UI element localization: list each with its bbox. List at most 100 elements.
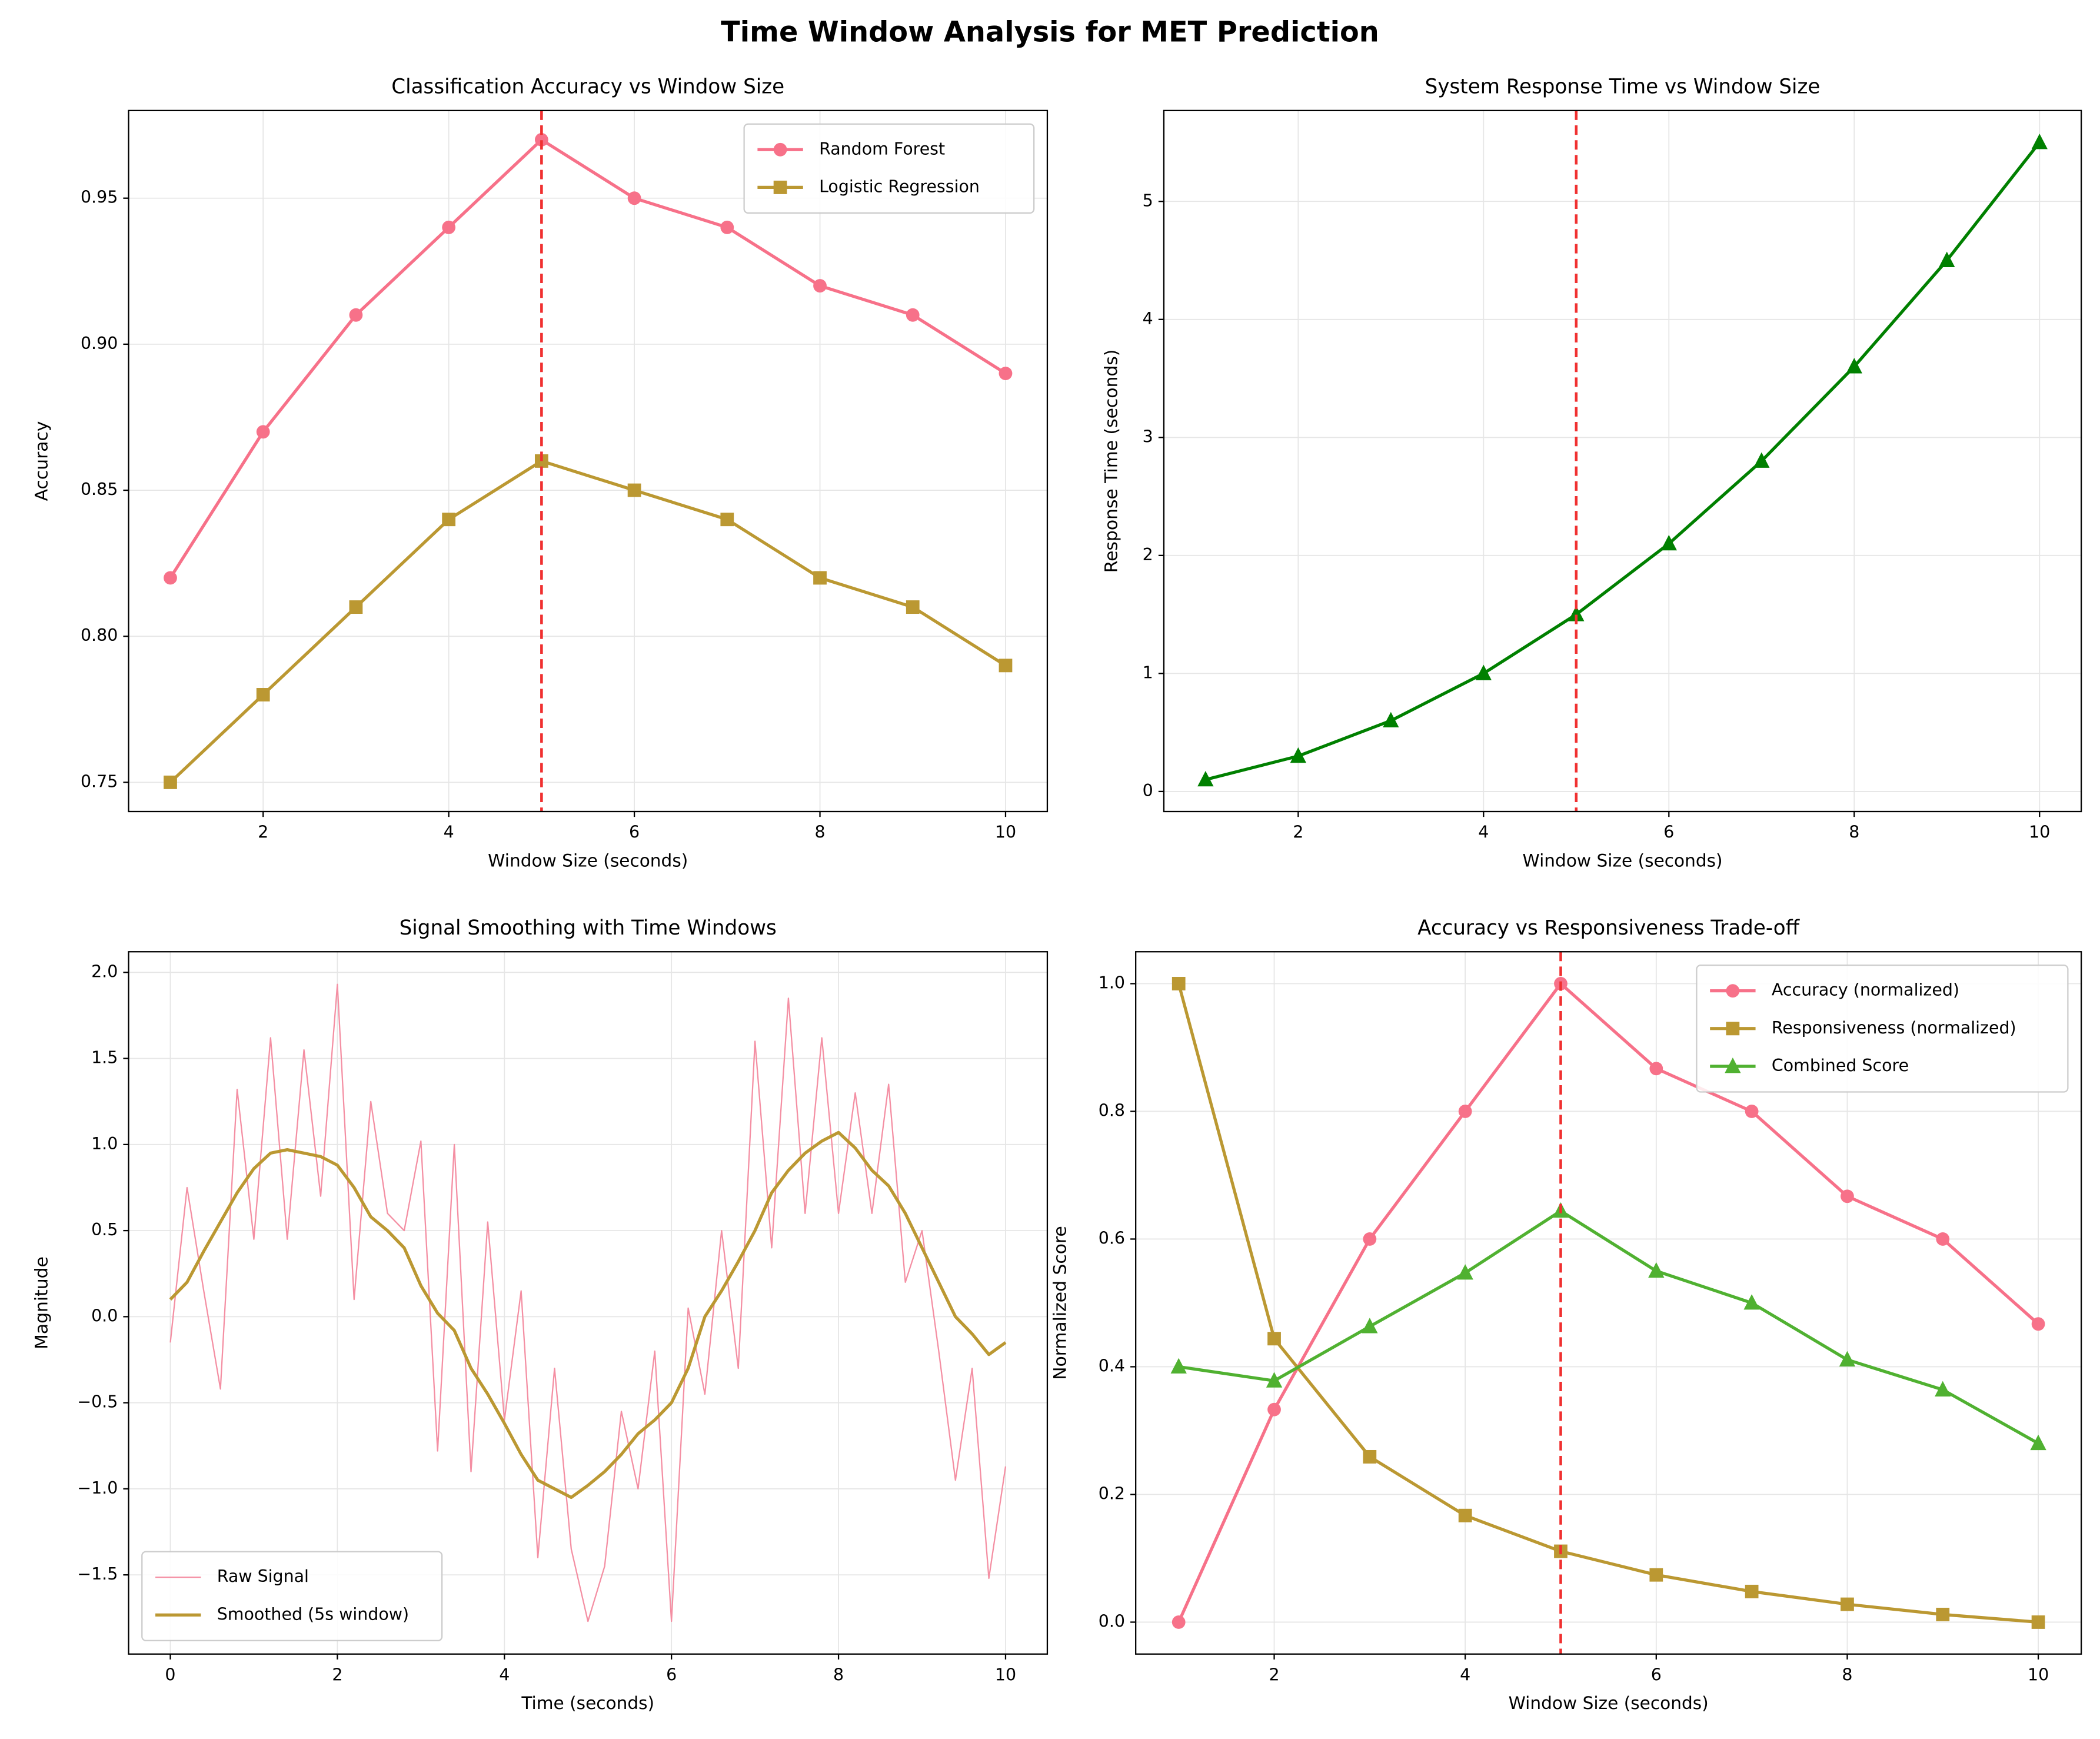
y-axis-label: Magnitude xyxy=(31,1256,51,1349)
marker xyxy=(2031,1615,2045,1629)
marker xyxy=(1936,1232,1950,1246)
marker xyxy=(813,279,827,293)
marker xyxy=(2031,134,2048,149)
marker xyxy=(1290,747,1306,763)
x-tick-label: 2 xyxy=(1293,823,1303,842)
marker xyxy=(1745,1584,1759,1598)
chart-title: Signal Smoothing with Time Windows xyxy=(400,916,777,940)
chart-title: System Response Time vs Window Size xyxy=(1425,75,1821,98)
x-tick-label: 6 xyxy=(1663,823,1674,842)
marker xyxy=(2031,1317,2045,1331)
series-line xyxy=(1178,1209,2039,1445)
y-tick-label: 3 xyxy=(1143,427,1153,446)
marker xyxy=(1172,1615,1186,1629)
legend-label: Raw Signal xyxy=(217,1567,309,1586)
marker xyxy=(2030,1434,2046,1451)
marker xyxy=(1197,770,1214,787)
marker xyxy=(1939,251,1955,267)
x-tick-label: 2 xyxy=(1269,1665,1279,1684)
axes-frame xyxy=(128,951,1049,1655)
x-tick-label: 4 xyxy=(444,823,454,842)
marker xyxy=(1266,1372,1283,1388)
figure-title: Time Window Analysis for MET Prediction xyxy=(721,15,1379,48)
y-tick-label: 0.90 xyxy=(81,334,118,353)
marker xyxy=(1745,1105,1759,1118)
marker xyxy=(1841,1189,1854,1203)
marker xyxy=(999,659,1013,673)
marker xyxy=(349,600,363,614)
marker xyxy=(1383,711,1399,728)
x-tick-label: 4 xyxy=(1478,823,1489,842)
legend-box xyxy=(743,123,1035,214)
x-tick-label: 10 xyxy=(995,1665,1016,1684)
marker xyxy=(1267,1332,1281,1346)
y-tick-label: 0.85 xyxy=(81,480,118,499)
marker xyxy=(1846,358,1862,374)
series-line xyxy=(169,138,1007,579)
series-line xyxy=(169,983,1007,1622)
marker xyxy=(906,600,920,614)
marker xyxy=(442,220,456,234)
marker xyxy=(1475,664,1492,680)
marker xyxy=(1648,1262,1665,1278)
axes-frame xyxy=(128,109,1049,813)
x-tick-label: 10 xyxy=(995,823,1016,842)
legend-marker xyxy=(1725,1058,1741,1073)
marker xyxy=(1743,1294,1760,1310)
x-tick-label: 8 xyxy=(1842,1665,1852,1684)
marker xyxy=(1660,534,1677,551)
y-tick-label: 0 xyxy=(1143,781,1153,800)
y-axis-label: Response Time (seconds) xyxy=(1101,350,1121,573)
legend-label: Accuracy (normalized) xyxy=(1772,980,1959,1000)
marker xyxy=(720,220,734,234)
x-tick-label: 6 xyxy=(1651,1665,1662,1684)
x-tick-label: 4 xyxy=(1460,1665,1470,1684)
marker xyxy=(1753,452,1770,468)
legend-marker xyxy=(773,142,787,157)
marker xyxy=(534,133,548,147)
y-tick-label: 1 xyxy=(1143,663,1153,682)
marker xyxy=(164,775,177,789)
y-tick-label: −0.5 xyxy=(77,1392,118,1412)
y-tick-label: 1.5 xyxy=(91,1048,118,1068)
legend-marker xyxy=(1726,984,1740,998)
y-tick-label: 0.2 xyxy=(1099,1484,1125,1503)
marker xyxy=(349,308,363,322)
marker xyxy=(1568,606,1585,621)
y-tick-label: 0.0 xyxy=(91,1306,118,1325)
y-tick-label: 1.0 xyxy=(91,1134,118,1153)
y-tick-label: 2 xyxy=(1143,545,1153,564)
axes-frame xyxy=(1163,109,2082,813)
series-line xyxy=(1177,982,2039,1623)
x-tick-label: 8 xyxy=(1849,823,1859,842)
x-tick-label: 10 xyxy=(2028,1665,2049,1684)
marker xyxy=(720,513,734,527)
x-tick-label: 2 xyxy=(332,1665,342,1684)
marker xyxy=(1841,1597,1854,1611)
x-tick-label: 2 xyxy=(258,823,268,842)
marker xyxy=(1170,1358,1187,1374)
marker xyxy=(1172,977,1186,990)
marker xyxy=(1936,1607,1950,1621)
y-tick-label: 0.80 xyxy=(81,626,118,645)
marker xyxy=(627,483,641,497)
marker xyxy=(164,571,177,585)
marker xyxy=(1457,1264,1473,1280)
y-tick-label: 0.95 xyxy=(81,188,118,207)
x-tick-label: 0 xyxy=(165,1665,175,1684)
marker xyxy=(1362,1318,1378,1334)
marker xyxy=(999,367,1013,380)
legend-label: Combined Score xyxy=(1772,1056,1909,1075)
series-line xyxy=(1205,141,2041,782)
legend-label: Smoothed (5s window) xyxy=(217,1604,409,1624)
series-line xyxy=(169,459,1007,784)
y-tick-label: 0.6 xyxy=(1099,1228,1125,1248)
chart-title: Classification Accuracy vs Window Size xyxy=(391,75,784,98)
y-tick-label: 1.0 xyxy=(1099,973,1125,992)
legend-label: Random Forest xyxy=(819,139,945,158)
y-tick-label: 2.0 xyxy=(91,962,118,981)
x-tick-label: 6 xyxy=(666,1665,677,1684)
y-tick-label: 0.8 xyxy=(1099,1100,1125,1120)
legend-marker xyxy=(773,180,787,194)
marker xyxy=(1363,1232,1377,1246)
